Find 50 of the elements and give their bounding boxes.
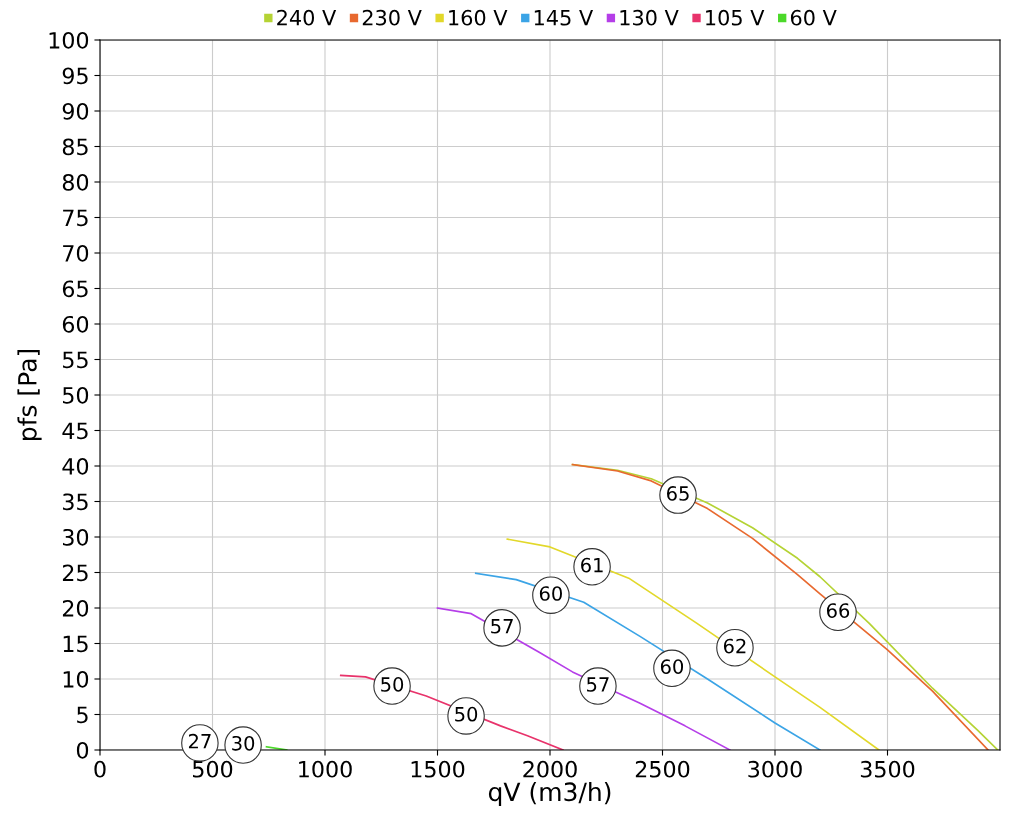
y-tick-label: 95 <box>62 67 88 85</box>
y-tick-label: 15 <box>63 635 88 653</box>
x-tick-label: 2500 <box>635 760 690 778</box>
x-axis-title: qV (m3/h) <box>488 781 611 807</box>
x-tick-label: 1500 <box>411 760 465 778</box>
legend-label: 60 V <box>790 9 837 26</box>
y-tick-label: 25 <box>62 564 88 582</box>
annotation: 50 <box>455 706 478 722</box>
y-tick-label: 85 <box>62 138 88 156</box>
y-tick-label: 100 <box>49 31 89 49</box>
legend-label: 105 V <box>706 9 765 26</box>
y-tick-label: 0 <box>76 741 89 759</box>
y-tick-label: 65 <box>62 280 88 298</box>
y-tick-label: 40 <box>62 457 89 475</box>
x-tick-label: 2000 <box>523 760 577 778</box>
legend-label: 230 V <box>362 9 422 26</box>
x-tick-label: 1000 <box>299 760 352 778</box>
annotation: 27 <box>188 733 211 749</box>
y-tick-label: 10 <box>63 670 89 688</box>
x-tick-label: 0 <box>94 760 106 778</box>
y-tick-label: 5 <box>77 706 88 724</box>
legend-label: 160 V <box>449 9 508 26</box>
y-tick-label: 20 <box>62 599 89 617</box>
annotation: 66 <box>826 603 850 618</box>
y-tick-label: 75 <box>63 209 88 227</box>
y-tick-label: 35 <box>63 493 88 511</box>
annotation: 60 <box>660 659 684 674</box>
y-tick-label: 45 <box>62 422 88 440</box>
y-tick-label: 90 <box>62 102 89 120</box>
annotation: 60 <box>539 586 562 601</box>
annotation: 57 <box>587 677 609 692</box>
annotation: 61 <box>581 557 603 573</box>
y-tick-label: 70 <box>63 244 89 262</box>
annotation: 50 <box>381 677 404 692</box>
legend-label: 240 V <box>277 9 337 26</box>
y-tick-label: 60 <box>62 315 89 333</box>
y-tick-label: 50 <box>63 386 89 404</box>
x-tick-label: 500 <box>193 760 233 778</box>
x-tick-label: 3500 <box>860 760 915 778</box>
x-tick-label: 3000 <box>748 760 802 778</box>
y-tick-label: 80 <box>62 173 89 191</box>
annotation: 57 <box>491 619 513 634</box>
y-tick-label: 55 <box>63 351 88 369</box>
annotation: 30 <box>232 735 255 751</box>
y-tick-label: 30 <box>63 528 89 546</box>
legend-label: 130 V <box>620 9 679 26</box>
y-axis-title: pfs [Pa] <box>17 349 42 440</box>
annotation: 65 <box>667 486 689 501</box>
legend-label: 145 V <box>534 10 594 26</box>
annotation: 62 <box>723 638 746 654</box>
